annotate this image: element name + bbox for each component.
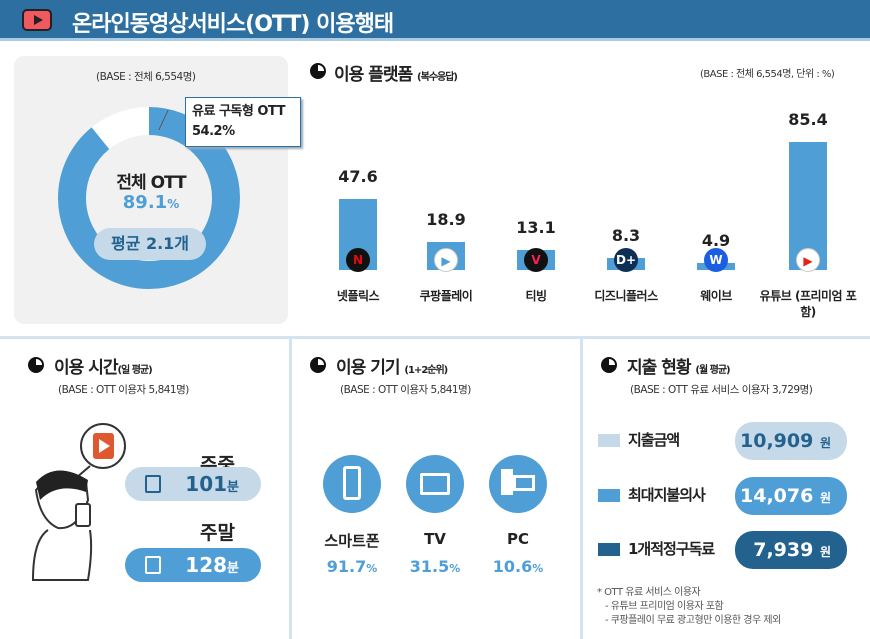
donut-ott-arc (58, 107, 240, 289)
device-label: PC (506, 530, 529, 548)
spend-value: 7,939 (753, 539, 814, 561)
person-watching-illustration (31, 423, 126, 581)
spend-label: 1개적정구독료 (628, 540, 715, 558)
device-title: 이용 기기 (1+2순위) (336, 358, 448, 378)
device-label: TV (424, 530, 446, 548)
card-icon (598, 489, 620, 502)
pie-icon (310, 357, 326, 373)
spend-label: 지출금액 (628, 431, 680, 449)
average-badge: 평균 2.1개 (94, 228, 206, 260)
spend-value-pill: 7,939 원 (735, 531, 847, 569)
device-base: (BASE : OTT 이용자 5,841명) (340, 384, 471, 396)
footnote: * OTT 유료 서비스 이용자 (597, 587, 701, 598)
callout-label: 유료 구독형 OTT (192, 104, 285, 119)
bar-value-label: 13.1 (516, 218, 556, 238)
divider (580, 339, 583, 639)
device-value: 91.7 (326, 557, 367, 576)
tv-icon (406, 455, 464, 513)
weekend-pill: 128분 (125, 548, 261, 582)
bar-value-label: 18.9 (426, 209, 466, 229)
device-label: 스마트폰 (324, 532, 380, 550)
weekend-value: 128 (185, 553, 228, 577)
page-title: 온라인동영상서비스(OTT) 이용행태 (72, 12, 394, 37)
weekday-pill: 101분 (125, 467, 261, 501)
wavve-logo-icon: W (704, 248, 728, 272)
platform-base: (BASE : 전체 6,554명, 단위 : %) (700, 69, 835, 80)
calendar-icon (145, 475, 161, 493)
pie-icon (28, 357, 44, 373)
bar-value-label: 85.4 (788, 109, 828, 129)
tving-logo-icon: V (524, 248, 548, 272)
category-label: 유튜브 (프리미엄 포함) (759, 289, 857, 319)
divider (289, 339, 292, 639)
footnote: - 쿠팡플레이 무료 광고형만 이용한 경우 제외 (605, 615, 781, 626)
spend-value: 10,909 (740, 430, 814, 452)
spend-title: 지출 현황 (월 평균) (627, 358, 731, 378)
header-bar: 온라인동영상서비스(OTT) 이용행태 (0, 0, 870, 41)
calendar-icon (145, 556, 161, 574)
weekend-label: 주말 (200, 522, 235, 544)
pct-unit: % (167, 197, 180, 211)
category-label: 웨이브 (700, 289, 732, 303)
category-label: 디즈니플러스 (594, 289, 658, 303)
platform-bar-chart: 47.6 N 넷플릭스 18.9 ▶ 쿠팡플레이 13.1 V 티빙 8.3 D+ 디즈니플러스 4.9… (336, 109, 857, 319)
smartphone-icon (323, 455, 381, 513)
card-icon (598, 543, 620, 556)
bar-value-label: 4.9 (701, 230, 731, 250)
footnote: - 유튜브 프리미엄 이용자 포함 (605, 601, 724, 612)
spend-base: (BASE : OTT 유료 서비스 이용자 3,729명) (630, 384, 813, 396)
weekday-value: 101 (185, 472, 228, 496)
device-value: 31.5 (409, 557, 450, 576)
disney-plus-logo-icon: D+ (614, 248, 638, 272)
time-base: (BASE : OTT 이용자 5,841명) (58, 384, 189, 396)
youtube-logo-icon: ▶ (796, 248, 820, 272)
pie-icon (310, 63, 326, 79)
overview-base: (BASE : 전체 6,554명) (96, 71, 196, 83)
category-label: 넷플릭스 (336, 289, 380, 303)
category-label: 쿠팡플레이 (419, 289, 473, 303)
coupang-play-logo-icon: ▶ (434, 248, 458, 272)
paid-ott-callout: 유료 구독형 OTT 54.2% (185, 97, 301, 147)
donut-center-label: 전체 OTT (116, 173, 186, 193)
pie-icon (601, 357, 617, 373)
callout-value: 54.2% (192, 124, 235, 139)
bar-value-label: 8.3 (611, 225, 641, 245)
pc-icon (489, 455, 547, 513)
spend-label: 최대지불의사 (628, 486, 706, 504)
bar-value-label: 47.6 (338, 166, 378, 186)
ott-donut (58, 107, 240, 289)
total-pct: 89.1 (122, 192, 168, 213)
device-value: 10.6 (492, 557, 533, 576)
play-icon (22, 9, 52, 31)
category-label: 티빙 (525, 289, 547, 303)
spend-value: 14,076 (740, 485, 814, 507)
time-title: 이용 시간(일 평균) (54, 358, 153, 378)
spend-value-pill: 14,076 원 (735, 477, 847, 515)
divider (0, 336, 870, 339)
platform-title: 이용 플랫폼 (복수응답) (334, 65, 458, 85)
netflix-logo-icon: N (346, 248, 370, 272)
card-icon (598, 434, 620, 447)
spend-value-pill: 10,909 원 (735, 422, 847, 460)
